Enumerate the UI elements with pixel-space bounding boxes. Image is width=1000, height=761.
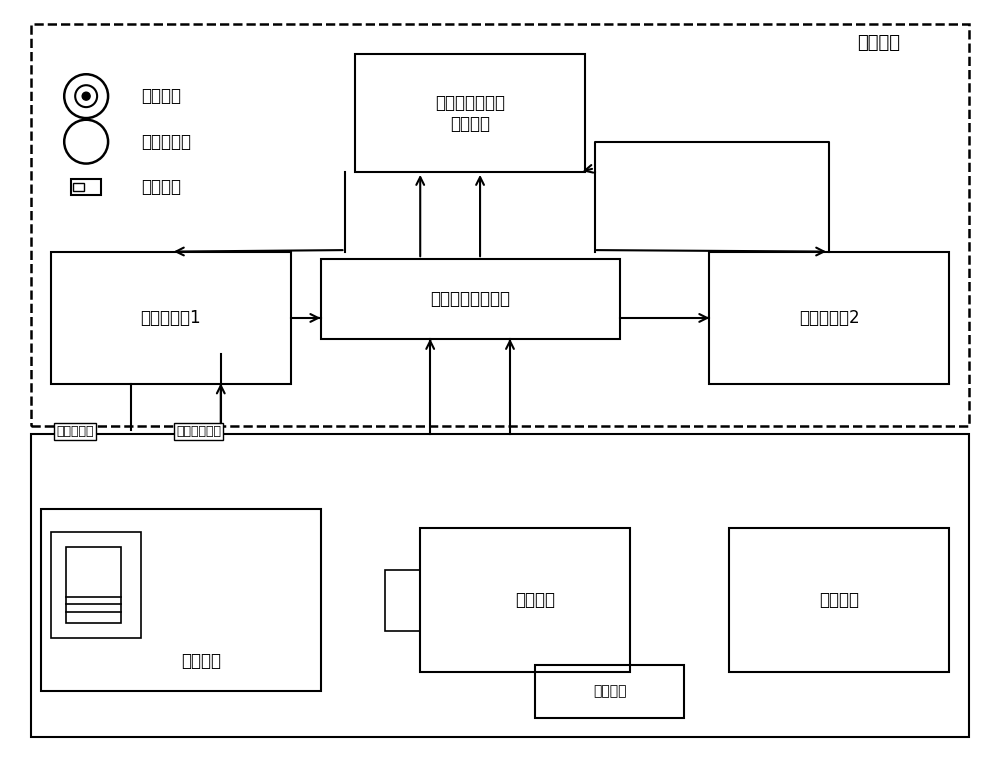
Bar xyxy=(66,547,121,623)
Text: 编码器信号线: 编码器信号线 xyxy=(176,425,221,438)
Ellipse shape xyxy=(82,92,90,100)
Text: 上位机（人机交
互单元）: 上位机（人机交 互单元） xyxy=(435,94,505,132)
Bar xyxy=(73,183,84,191)
Bar xyxy=(51,532,141,638)
Text: 操作按钮: 操作按钮 xyxy=(141,88,181,105)
Text: 电机控制器1: 电机控制器1 xyxy=(141,309,201,327)
Text: 减速电机: 减速电机 xyxy=(515,591,555,610)
Text: 抓弹机构: 抓弹机构 xyxy=(819,591,859,610)
Text: 电机控制器2: 电机控制器2 xyxy=(799,309,859,327)
Bar xyxy=(31,24,969,426)
Bar xyxy=(709,252,949,384)
Bar xyxy=(41,509,320,692)
Text: 电机电源线: 电机电源线 xyxy=(56,425,94,438)
Text: 到位开关: 到位开关 xyxy=(141,178,181,196)
Bar xyxy=(729,528,949,673)
Text: 控制组件: 控制组件 xyxy=(857,34,900,52)
Bar xyxy=(71,179,101,196)
Bar xyxy=(355,55,585,172)
Bar xyxy=(535,665,684,718)
Text: 状态指示灯: 状态指示灯 xyxy=(141,132,191,151)
Text: 可编程逻辑控制器: 可编程逻辑控制器 xyxy=(430,290,510,308)
Bar xyxy=(320,260,620,339)
Bar xyxy=(385,570,420,631)
Text: 传动链条: 传动链条 xyxy=(593,684,626,699)
Bar xyxy=(31,434,969,737)
Text: 交流电机: 交流电机 xyxy=(181,652,221,670)
Bar xyxy=(51,252,291,384)
Bar xyxy=(420,528,630,673)
